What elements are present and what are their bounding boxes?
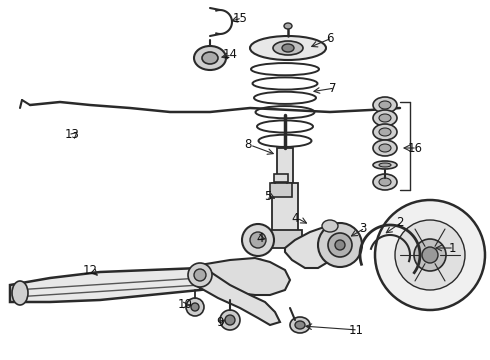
- Bar: [274, 174, 288, 182]
- Ellipse shape: [373, 161, 397, 169]
- Ellipse shape: [373, 110, 397, 126]
- Text: 3: 3: [359, 221, 367, 234]
- Ellipse shape: [328, 233, 352, 257]
- Ellipse shape: [188, 263, 212, 287]
- Ellipse shape: [250, 36, 326, 60]
- Ellipse shape: [202, 52, 218, 64]
- Ellipse shape: [373, 140, 397, 156]
- Circle shape: [422, 247, 438, 263]
- Polygon shape: [200, 258, 290, 295]
- Ellipse shape: [379, 163, 391, 167]
- Bar: [268, 230, 302, 248]
- Text: 4: 4: [256, 231, 264, 244]
- Text: 12: 12: [82, 264, 98, 276]
- Text: 6: 6: [326, 31, 334, 45]
- Text: 11: 11: [348, 324, 364, 337]
- Ellipse shape: [290, 317, 310, 333]
- Text: 14: 14: [222, 49, 238, 62]
- Ellipse shape: [12, 281, 28, 305]
- Text: 2: 2: [396, 216, 404, 229]
- Ellipse shape: [379, 144, 391, 152]
- Text: 15: 15: [233, 12, 247, 24]
- Text: 7: 7: [329, 81, 337, 94]
- Circle shape: [395, 220, 465, 290]
- Ellipse shape: [318, 223, 362, 267]
- Text: 8: 8: [245, 139, 252, 152]
- Text: 1: 1: [448, 242, 456, 255]
- Ellipse shape: [379, 114, 391, 122]
- Ellipse shape: [373, 97, 397, 113]
- Ellipse shape: [379, 178, 391, 186]
- Polygon shape: [195, 265, 280, 325]
- Ellipse shape: [373, 174, 397, 190]
- Ellipse shape: [373, 124, 397, 140]
- Text: 9: 9: [216, 315, 224, 328]
- Bar: [272, 183, 298, 231]
- Bar: [270, 183, 292, 197]
- Circle shape: [414, 239, 446, 271]
- Ellipse shape: [250, 232, 266, 248]
- Polygon shape: [10, 260, 260, 302]
- Ellipse shape: [284, 23, 292, 29]
- Ellipse shape: [186, 298, 204, 316]
- Text: 4: 4: [291, 211, 299, 225]
- Text: 13: 13: [65, 129, 79, 141]
- Ellipse shape: [282, 44, 294, 52]
- Ellipse shape: [335, 240, 345, 250]
- Ellipse shape: [225, 315, 235, 325]
- Circle shape: [375, 200, 485, 310]
- Polygon shape: [285, 225, 345, 268]
- Ellipse shape: [379, 101, 391, 109]
- Ellipse shape: [379, 128, 391, 136]
- Text: 10: 10: [177, 298, 193, 311]
- Ellipse shape: [295, 321, 305, 329]
- Ellipse shape: [194, 269, 206, 281]
- Bar: [277, 148, 293, 183]
- Ellipse shape: [191, 303, 199, 311]
- Ellipse shape: [242, 224, 274, 256]
- Text: 16: 16: [408, 141, 422, 154]
- Ellipse shape: [273, 41, 303, 55]
- Ellipse shape: [220, 310, 240, 330]
- Ellipse shape: [194, 46, 226, 70]
- Text: 5: 5: [264, 189, 271, 202]
- Ellipse shape: [322, 220, 338, 232]
